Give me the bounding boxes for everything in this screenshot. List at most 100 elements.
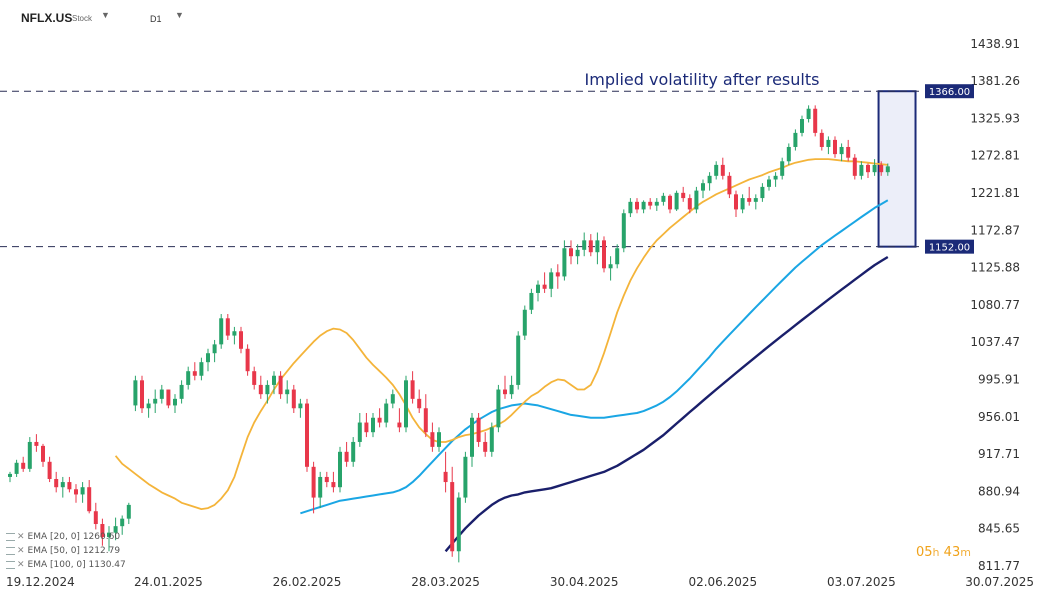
candle-body <box>681 192 686 199</box>
candle-body <box>595 240 600 253</box>
candle-body <box>813 108 818 133</box>
legend-item-ema50[interactable]: ✕ EMA [50, 0] 1212.79 <box>6 546 120 556</box>
candle-body <box>800 119 804 133</box>
candle-body <box>463 456 468 498</box>
x-tick-label: 30.04.2025 <box>550 575 619 589</box>
candle-body <box>318 476 323 498</box>
countdown-minutes-unit: m <box>960 546 971 559</box>
price-axis[interactable]: 1438.91 1381.26 1325.93 1272.81 1221.81 1172.… <box>970 37 1020 573</box>
candle-body <box>687 198 692 210</box>
y-tick-label: 1125.88 <box>970 261 1020 275</box>
candle-body <box>371 417 375 433</box>
legend-value: 1260.60 <box>82 532 121 542</box>
candle-body <box>8 473 12 477</box>
candle-body <box>54 478 59 488</box>
level-price-tags: 1366.00 1152.00 <box>925 84 974 254</box>
level-tag-background <box>925 239 974 254</box>
candle-body <box>833 139 837 155</box>
candle-body <box>470 417 474 457</box>
candle-body <box>806 108 811 120</box>
settings-icon[interactable] <box>6 546 15 555</box>
candle-body <box>146 403 151 409</box>
candle-body <box>509 384 514 395</box>
x-tick-label: 26.02.2025 <box>273 575 342 589</box>
candle-body <box>714 164 719 176</box>
candle-body <box>404 380 408 428</box>
y-tick-label: 1272.81 <box>970 149 1020 163</box>
candle-body <box>701 183 705 191</box>
candle-body <box>423 408 428 433</box>
candle-body <box>503 389 507 395</box>
countdown-hours: 05 <box>916 545 933 560</box>
candle-body <box>628 201 633 214</box>
time-axis[interactable]: 19.12.2024 24.01.2025 26.02.2025 28.03.2025… <box>6 575 1034 589</box>
candle-body <box>338 451 342 488</box>
legend-value: 1212.79 <box>82 546 121 556</box>
y-tick-label: 880.94 <box>978 484 1020 498</box>
timeframe-selector[interactable]: D1 <box>150 14 162 24</box>
candles <box>8 105 890 563</box>
candle-body <box>826 139 831 147</box>
x-tick-label: 02.06.2025 <box>688 575 757 589</box>
legend-label: EMA [20, 0] <box>27 532 80 542</box>
candle-body <box>668 195 672 210</box>
candle-body <box>344 451 349 462</box>
x-tick-label: 03.07.2025 <box>827 575 896 589</box>
remove-icon[interactable]: ✕ <box>17 546 25 556</box>
legend-value: 1130.47 <box>88 560 126 570</box>
candle-body <box>126 504 131 519</box>
legend-item-ema100[interactable]: ✕ EMA [100, 0] 1130.47 <box>6 560 126 570</box>
symbol-name[interactable]: NFLX.US <box>21 11 73 25</box>
candle-body <box>866 164 870 173</box>
candle-body <box>753 198 758 202</box>
candle-body <box>773 175 778 180</box>
candle-body <box>727 175 732 195</box>
countdown-minutes: 43 <box>943 545 961 560</box>
candle-body <box>542 284 547 289</box>
candle-body <box>239 331 243 349</box>
candle-body <box>166 389 171 406</box>
candle-countdown: 05h 43m <box>916 545 971 560</box>
chart-annotation: Implied volatility after results <box>585 70 820 89</box>
candle-body <box>258 384 263 395</box>
candle-body <box>80 487 85 495</box>
remove-icon[interactable]: ✕ <box>17 532 25 542</box>
candle-body <box>199 362 204 376</box>
candle-body <box>522 309 527 336</box>
candle-body <box>852 157 857 176</box>
candle-body <box>173 398 177 406</box>
ema100-line <box>444 255 889 553</box>
candle-body <box>621 213 626 249</box>
candle-body <box>252 371 257 385</box>
symbol-dropdown-icon[interactable]: ▼ <box>101 10 110 20</box>
candle-body <box>291 389 296 409</box>
candle-body <box>113 526 118 533</box>
candle-body <box>410 380 415 399</box>
candle-body <box>734 194 738 210</box>
candle-body <box>496 389 501 428</box>
legend-item-ema20[interactable]: ✕ EMA [20, 0] 1260.60 <box>6 532 120 542</box>
candle-body <box>569 248 573 257</box>
legend-label: EMA [100, 0] <box>27 560 86 570</box>
candle-body <box>674 192 679 210</box>
timeframe-dropdown-icon[interactable]: ▼ <box>175 10 184 20</box>
remove-icon[interactable]: ✕ <box>17 560 25 570</box>
candle-body <box>331 482 336 488</box>
settings-icon[interactable] <box>6 560 15 569</box>
candle-body <box>417 398 422 409</box>
candle-body <box>456 497 461 552</box>
settings-icon[interactable] <box>6 532 15 541</box>
candle-body <box>206 353 210 363</box>
candle-body <box>192 371 197 376</box>
candle-body <box>872 164 877 173</box>
candle-body <box>740 198 745 210</box>
candle-body <box>879 164 884 173</box>
candle-body <box>390 394 395 404</box>
candle-body <box>859 164 864 176</box>
candle-body <box>298 403 303 409</box>
candle-body <box>615 248 620 265</box>
candle-body <box>786 146 791 162</box>
candle-body <box>430 432 435 447</box>
candle-body <box>450 482 455 552</box>
